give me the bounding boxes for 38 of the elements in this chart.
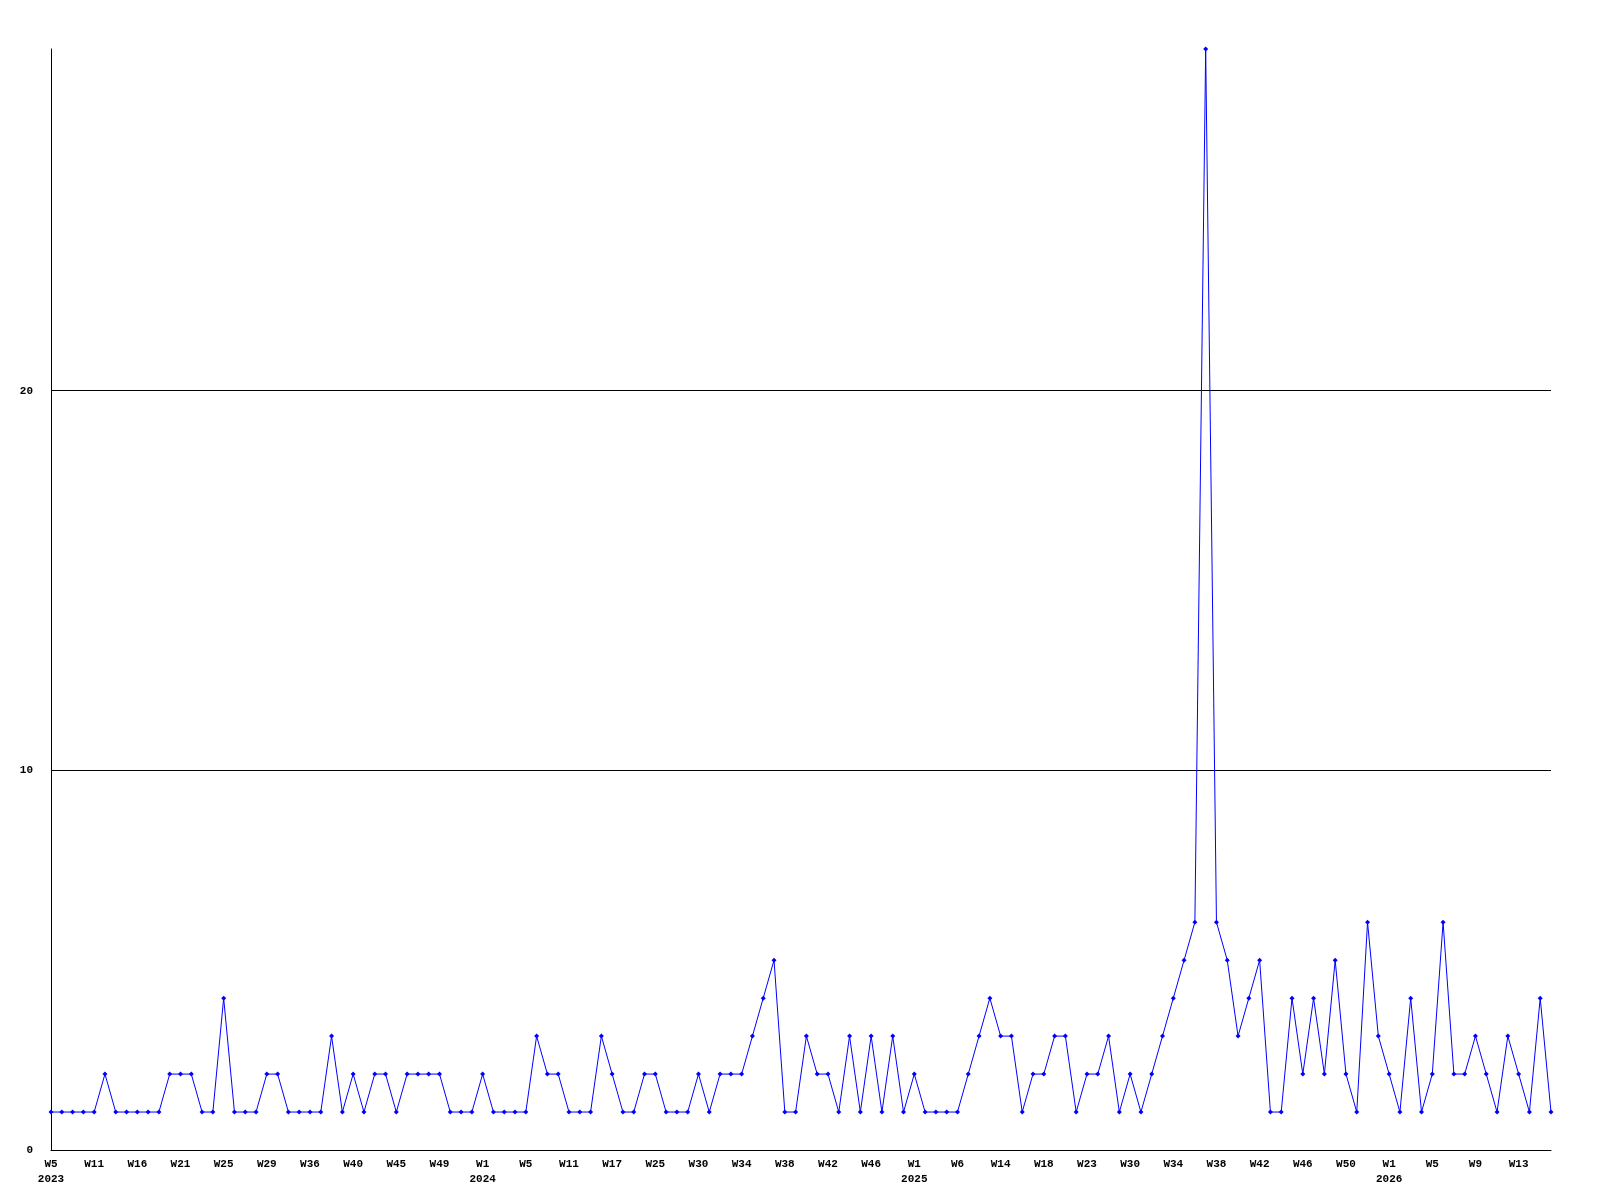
x-tick-label: W50: [1336, 1157, 1356, 1170]
x-tick-label: W38: [774, 1157, 796, 1170]
x-tick-label: W36: [300, 1157, 320, 1170]
x-tick-label: W45: [386, 1157, 407, 1170]
x-tick-label: W25: [645, 1157, 666, 1170]
x-tick-label: W23: [1077, 1157, 1098, 1170]
x-tick-label: W34: [1163, 1157, 1184, 1170]
x-tick-label: W42: [1249, 1157, 1270, 1170]
x-tick-label: W5: [1425, 1157, 1440, 1170]
y-tick-label: 0: [26, 1144, 33, 1156]
x-tick-label: W18: [1033, 1157, 1055, 1170]
x-tick-label: W16: [127, 1157, 148, 1170]
x-tick-label: W29: [256, 1157, 277, 1170]
x-tick-label: W11: [84, 1157, 105, 1170]
x-tick-label: W46: [1292, 1157, 1313, 1170]
x-tick-label: W5 2023: [37, 1157, 65, 1185]
x-tick-label: W1 2026: [1375, 1157, 1403, 1185]
x-tick-label: W25: [213, 1157, 234, 1170]
y-tick-label: 10: [19, 764, 33, 777]
x-tick-label: W17: [602, 1157, 623, 1170]
x-tick-label: W1 2024: [469, 1157, 497, 1185]
x-tick-label: W30: [1120, 1157, 1141, 1170]
x-tick-label: W40: [343, 1157, 364, 1170]
x-tick-label: W9: [1468, 1157, 1483, 1170]
x-tick-label: W46: [861, 1157, 882, 1170]
x-tick-label: W13: [1508, 1157, 1529, 1170]
x-tick-label: W11: [559, 1157, 580, 1170]
x-tick-label: W34: [731, 1157, 752, 1170]
x-tick-label: W30: [688, 1157, 709, 1170]
x-tick-label: W38: [1206, 1157, 1227, 1170]
x-tick-label: W6: [950, 1157, 965, 1170]
x-tick-label: W21: [170, 1157, 191, 1170]
y-tick-label: 20: [19, 384, 33, 397]
x-tick-label: W49: [429, 1157, 450, 1170]
x-tick-label: W1 2025: [901, 1157, 928, 1185]
x-tick-label: W42: [818, 1157, 838, 1170]
x-tick-label: W5: [519, 1157, 533, 1170]
x-tick-label: W14: [990, 1157, 1011, 1170]
